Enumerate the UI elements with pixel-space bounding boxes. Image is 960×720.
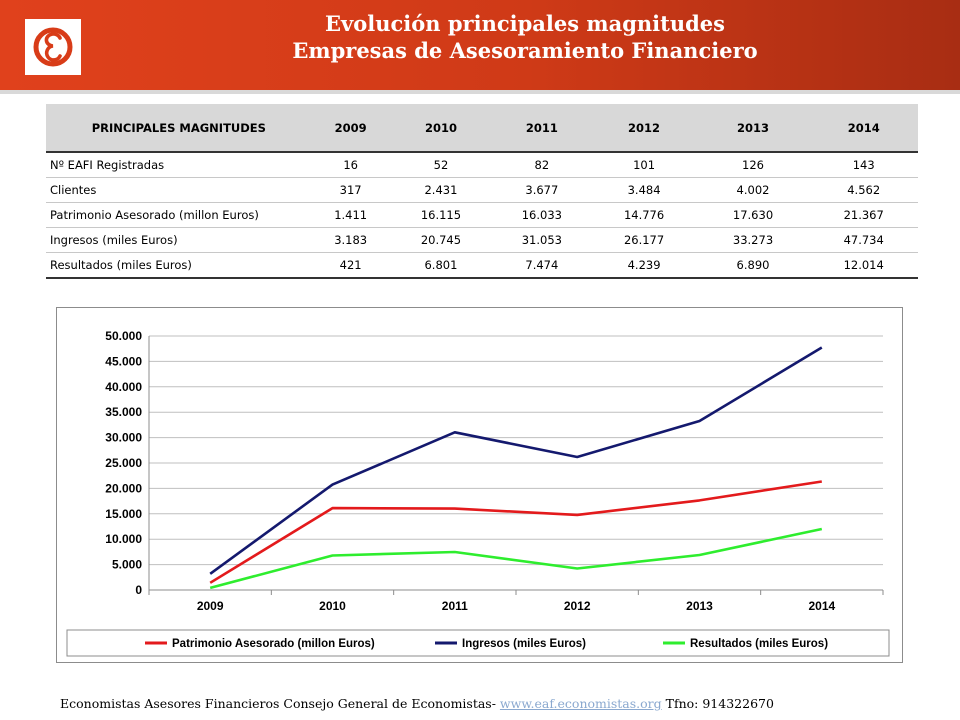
table-cell: 20.745 <box>389 227 493 253</box>
y-tick-label: 30.000 <box>105 431 142 445</box>
x-tick-label: 2013 <box>686 599 713 613</box>
header-banner: Evolución principales magnitudes Empresa… <box>0 0 960 90</box>
table-cell: 47.734 <box>809 227 918 253</box>
table-cell: 14.776 <box>591 202 697 228</box>
table-cell: 52 <box>389 152 493 178</box>
y-tick-label: 0 <box>135 583 142 597</box>
table-cell: 82 <box>492 152 592 178</box>
legend-label: Patrimonio Asesorado (millon Euros) <box>172 638 375 650</box>
table-header-cell: 2014 <box>809 104 918 153</box>
y-tick-label: 45.000 <box>105 354 142 368</box>
table-cell: 421 <box>311 252 390 279</box>
legend-box <box>66 629 890 657</box>
table-cell: 143 <box>809 152 918 178</box>
table-cell: 16 <box>311 152 390 178</box>
table-header-cell: 2012 <box>591 104 697 153</box>
y-tick-label: 35.000 <box>105 405 142 419</box>
series-line <box>209 527 823 590</box>
table-row: Resultados (miles Euros) 421 6.801 7.474… <box>46 252 918 279</box>
table-cell: 12.014 <box>809 252 918 279</box>
x-tick-label: 2011 <box>442 599 468 613</box>
series-line <box>209 346 823 575</box>
table-cell: 17.630 <box>696 202 810 228</box>
table-row: Ingresos (miles Euros) 3.183 20.745 31.0… <box>46 227 918 253</box>
x-tick-label: 2014 <box>808 599 835 613</box>
table-cell: 16.115 <box>389 202 493 228</box>
table-cell: Nº EAFI Registradas <box>46 152 312 178</box>
x-tick-label: 2012 <box>564 599 591 613</box>
magnitudes-table: PRINCIPALES MAGNITUDES 2009 2010 2011 20… <box>46 104 918 279</box>
y-tick-label: 25.000 <box>105 456 142 470</box>
page-title: Evolución principales magnitudes Empresa… <box>90 10 960 64</box>
table-cell: 31.053 <box>492 227 592 253</box>
title-line-1: Evolución principales magnitudes <box>325 11 725 36</box>
table-header-cell: 2013 <box>696 104 810 153</box>
table-cell: 4.002 <box>696 177 810 203</box>
y-tick-label: 40.000 <box>105 380 142 394</box>
table-cell: 7.474 <box>492 252 592 279</box>
table-cell: 2.431 <box>389 177 493 203</box>
footer-link[interactable]: www.eaf.economistas.org <box>499 696 662 711</box>
y-tick-label: 10.000 <box>105 532 142 546</box>
table-cell: 4.562 <box>809 177 918 203</box>
y-tick-label: 5.000 <box>112 558 142 572</box>
table-cell: 3.183 <box>311 227 390 253</box>
table-cell: 26.177 <box>591 227 697 253</box>
footer-text: Economistas Asesores Financieros Consejo… <box>60 696 500 711</box>
eaf-logo-icon <box>33 27 73 67</box>
table-cell: 21.367 <box>809 202 918 228</box>
table-cell: 16.033 <box>492 202 592 228</box>
table-cell: Ingresos (miles Euros) <box>46 227 312 253</box>
footer-phone: Tfno: 914322670 <box>661 696 774 711</box>
table-cell: Patrimonio Asesorado (millon Euros) <box>46 202 312 228</box>
y-tick-label: 20.000 <box>105 481 142 495</box>
y-tick-label: 15.000 <box>105 507 142 521</box>
table-cell: Clientes <box>46 177 312 203</box>
table-header-cell: PRINCIPALES MAGNITUDES <box>46 104 312 153</box>
table-header-row: PRINCIPALES MAGNITUDES 2009 2010 2011 20… <box>46 104 918 153</box>
table-row: Clientes 317 2.431 3.677 3.484 4.002 4.5… <box>46 177 918 203</box>
legend-label: Resultados (miles Euros) <box>690 638 828 650</box>
line-chart: 0 5.000 10.000 15.000 20.000 25.000 30.000 35.0… <box>66 329 890 657</box>
table-cell: 6.890 <box>696 252 810 279</box>
y-tick-label: 50.000 <box>105 329 142 343</box>
chart-frame: 0 5.000 10.000 15.000 20.000 25.000 30.000 35.0… <box>56 307 903 663</box>
table-cell: 317 <box>311 177 390 203</box>
footer: Economistas Asesores Financieros Consejo… <box>60 696 940 711</box>
table-row: Nº EAFI Registradas 16 52 82 101 126 143 <box>46 152 918 178</box>
table-cell: 1.411 <box>311 202 390 228</box>
table-cell: 33.273 <box>696 227 810 253</box>
table-cell: 3.484 <box>591 177 697 203</box>
table-row: Patrimonio Asesorado (millon Euros) 1.41… <box>46 202 918 228</box>
legend-label: Ingresos (miles Euros) <box>462 638 586 650</box>
x-tick-label: 2010 <box>319 599 346 613</box>
table-cell: 3.677 <box>492 177 592 203</box>
table-cell: 101 <box>591 152 697 178</box>
table-header-cell: 2011 <box>492 104 592 153</box>
table-header-cell: 2009 <box>311 104 390 153</box>
x-tick-label: 2009 <box>197 599 224 613</box>
logo <box>25 19 81 75</box>
table-cell: 126 <box>696 152 810 178</box>
title-line-2: Empresas de Asesoramiento Financiero <box>292 38 758 63</box>
table-header-cell: 2010 <box>389 104 493 153</box>
header-divider <box>0 90 960 94</box>
table-cell: 4.239 <box>591 252 697 279</box>
table-cell: 6.801 <box>389 252 493 279</box>
series-line <box>209 480 822 584</box>
table-cell: Resultados (miles Euros) <box>46 252 312 279</box>
